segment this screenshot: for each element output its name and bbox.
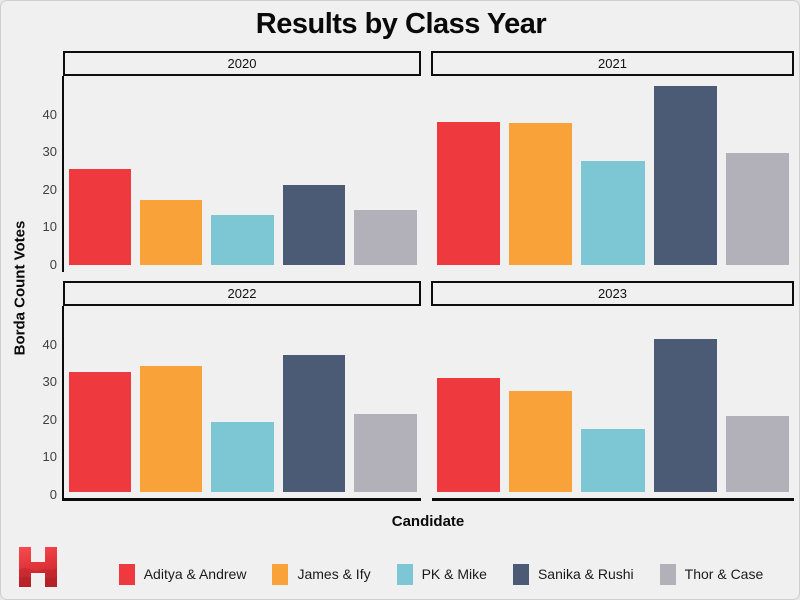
bar-2020-Thor & Case [354, 209, 417, 265]
y-tick-2022-20: 20 [42, 411, 57, 427]
legend-label: Aditya & Andrew [143, 566, 247, 582]
bar-2021-James & Ify [508, 122, 573, 265]
facet-strip-2023: 2023 [431, 281, 794, 306]
bar-2021-Sanika & Rushi [653, 86, 718, 265]
bar-2022-PK & Mike [211, 421, 274, 492]
facet-strip-2020: 2020 [63, 51, 421, 76]
x-axis-title: Candidate [391, 513, 465, 530]
bar-2022-Aditya & Andrew [68, 372, 131, 492]
legend-item-PK & Mike: PK & Mike [396, 563, 487, 585]
bar-2023-Thor & Case [726, 415, 790, 492]
facet-strip-label: 2023 [598, 286, 627, 301]
y-tick-2020-20: 20 [42, 181, 57, 197]
legend-label: Thor & Case [684, 566, 764, 582]
bar-2023-James & Ify [508, 391, 573, 492]
y-tick-2020-10: 10 [42, 219, 57, 235]
y-tick-2020-30: 30 [42, 144, 57, 160]
y-tick-2022-0: 0 [49, 487, 57, 502]
facet-strip-2022: 2022 [63, 281, 421, 306]
y-tick-2022-10: 10 [42, 449, 57, 465]
bar-2021-PK & Mike [581, 160, 645, 265]
facet-panel-2021 [432, 76, 794, 272]
legend-label: Sanika & Rushi [537, 566, 634, 582]
facet-strip-label: 2022 [227, 286, 257, 301]
bar-2022-Thor & Case [354, 414, 417, 492]
facet-strip-label: 2020 [227, 56, 257, 71]
y-tick-2020-0: 0 [49, 257, 57, 272]
bar-2020-James & Ify [139, 200, 203, 265]
hex-h-logo [19, 547, 57, 587]
legend-label: PK & Mike [421, 566, 487, 582]
facet-panel-2020 [62, 76, 421, 272]
bar-2020-Sanika & Rushi [282, 184, 346, 265]
facet-panel-2022 [62, 306, 421, 501]
legend-swatch [272, 563, 289, 585]
y-tick-2020-40: 40 [42, 106, 57, 122]
facet-panel-2023 [432, 306, 794, 501]
bar-2023-PK & Mike [581, 428, 645, 492]
legend-item-Aditya & Andrew: Aditya & Andrew [118, 563, 247, 585]
legend-swatch [396, 563, 413, 585]
legend-swatch [118, 563, 135, 585]
chart-title: Results by Class Year [255, 8, 547, 40]
bar-2022-Sanika & Rushi [282, 355, 346, 492]
legend-swatch [512, 563, 529, 585]
y-tick-2022-30: 30 [42, 374, 57, 390]
bar-2022-James & Ify [139, 366, 203, 492]
legend-label: James & Ify [297, 566, 371, 582]
legend: Aditya & Andrew James & Ify PK & Mike Sanik… [91, 560, 791, 588]
legend-item-Thor & Case: Thor & Case [659, 563, 764, 585]
bar-2021-Thor & Case [726, 153, 790, 265]
y-axis-title: Borda Count Votes [11, 220, 29, 356]
bar-2021-Aditya & Andrew [436, 122, 500, 265]
y-tick-2022-40: 40 [42, 336, 57, 352]
legend-item-James & Ify: James & Ify [272, 563, 371, 585]
legend-swatch [659, 563, 676, 585]
bar-2023-Aditya & Andrew [436, 378, 500, 492]
facet-strip-label: 2021 [598, 56, 627, 71]
legend-item-Sanika & Rushi: Sanika & Rushi [512, 563, 634, 585]
bar-2020-PK & Mike [211, 215, 274, 265]
bar-2023-Sanika & Rushi [653, 339, 718, 492]
facet-strip-2021: 2021 [431, 51, 794, 76]
bar-2020-Aditya & Andrew [68, 169, 131, 265]
